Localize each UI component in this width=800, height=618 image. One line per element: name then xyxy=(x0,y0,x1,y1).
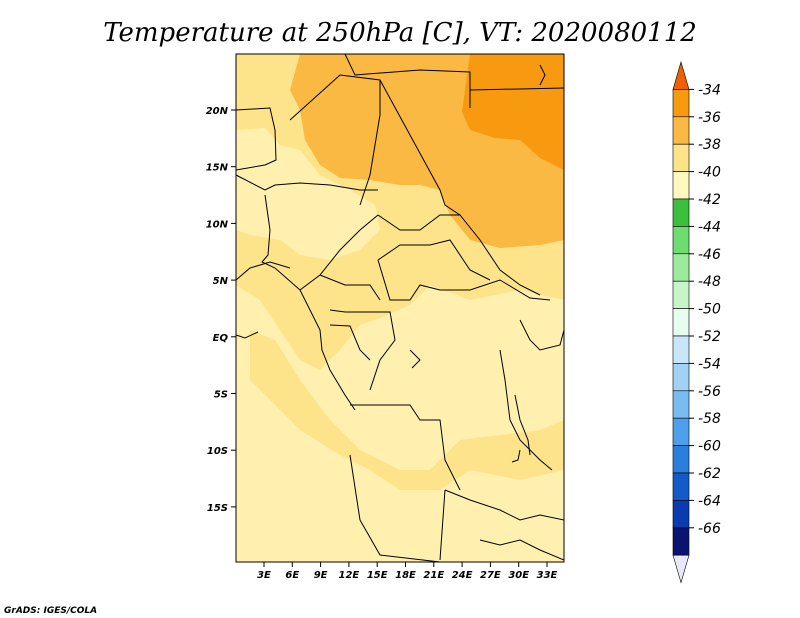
colorbar-label: -40 xyxy=(698,165,721,181)
colorbar-segment xyxy=(672,198,690,227)
colorbar-segment xyxy=(672,280,690,309)
colorbar-segment xyxy=(672,308,690,337)
colorbar-label: -46 xyxy=(698,247,721,263)
lat-tick-label: 15S xyxy=(207,503,228,514)
shading-coast-band xyxy=(250,330,564,490)
shading-light-patch xyxy=(236,128,380,260)
lat-tick-label: 5S xyxy=(214,390,228,401)
colorbar-segment xyxy=(672,226,690,255)
map-frame xyxy=(235,53,565,563)
colorbar-segment xyxy=(672,445,690,474)
colorbar-label: -44 xyxy=(698,219,721,235)
lon-tick-label: 18E xyxy=(395,570,416,581)
colorbar-label: -58 xyxy=(698,411,721,427)
lat-tick-label: 10N xyxy=(206,219,229,230)
map-area xyxy=(236,54,564,562)
colorbar-label: -64 xyxy=(698,493,721,509)
lon-tick-label: 30E xyxy=(508,570,529,581)
lon-tick-label: 6E xyxy=(285,570,299,581)
colorbar-segment xyxy=(672,363,690,392)
lat-tick-label: 10S xyxy=(207,446,228,457)
colorbar-label: -52 xyxy=(698,329,721,345)
colorbar-top-arrow xyxy=(672,60,690,90)
lon-tick-label: 12E xyxy=(339,570,360,581)
lat-tick-label: 20N xyxy=(206,106,229,117)
lon-tick-label: 33E xyxy=(537,570,558,581)
chart-title: Temperature at 250hPa [C], VT: 202008011… xyxy=(103,18,697,48)
colorbar-label: -34 xyxy=(698,82,721,98)
colorbar-segment xyxy=(672,89,690,118)
colorbar-label: -42 xyxy=(698,192,721,208)
colorbar-label: -50 xyxy=(698,302,721,318)
colorbar-segment xyxy=(672,417,690,446)
lon-tick-label: 27E xyxy=(480,570,501,581)
colorbar-label: -54 xyxy=(698,356,721,372)
colorbar-label: -48 xyxy=(698,274,721,290)
colorbar-label: -38 xyxy=(698,137,721,153)
colorbar-segment xyxy=(672,143,690,172)
latitude-axis: 20N 15N 10N 5N EQ 5S 10S 15S xyxy=(206,106,236,514)
credit-label: GrADS: IGES/COLA xyxy=(4,606,97,616)
lon-tick-label: 24E xyxy=(452,570,473,581)
lat-tick-label: EQ xyxy=(213,333,229,344)
colorbar-segment xyxy=(672,390,690,419)
colorbar-segment xyxy=(672,116,690,145)
colorbar-segment xyxy=(672,472,690,501)
colorbar-bottom-arrow xyxy=(672,554,690,584)
colorbar: -34 -36 -38 -40 -42 -44 -46 -48 -50 -52 -54 -56 -58 -… xyxy=(672,60,721,584)
colorbar-segment xyxy=(672,171,690,200)
country-borders xyxy=(236,54,564,562)
colorbar-label: -36 xyxy=(698,110,721,126)
lat-tick-label: 5N xyxy=(213,276,229,287)
lon-tick-label: 21E xyxy=(423,570,444,581)
lon-tick-label: 3E xyxy=(257,570,271,581)
lat-tick-label: 15N xyxy=(206,163,229,174)
colorbar-label: -66 xyxy=(698,521,721,537)
colorbar-segment xyxy=(672,253,690,282)
shading-34-36-northeast xyxy=(462,54,564,170)
longitude-axis: 3E 6E 9E 12E 15E 18E 21E 24E 27E 30E 33E xyxy=(257,562,558,581)
colorbar-segment xyxy=(672,500,690,529)
colorbar-label: -60 xyxy=(698,439,721,455)
lon-tick-label: 15E xyxy=(367,570,388,581)
colorbar-segment xyxy=(672,335,690,364)
colorbar-label: -56 xyxy=(698,384,721,400)
colorbar-segment xyxy=(672,527,690,556)
lon-tick-label: 9E xyxy=(314,570,328,581)
colorbar-label: -62 xyxy=(698,466,721,482)
